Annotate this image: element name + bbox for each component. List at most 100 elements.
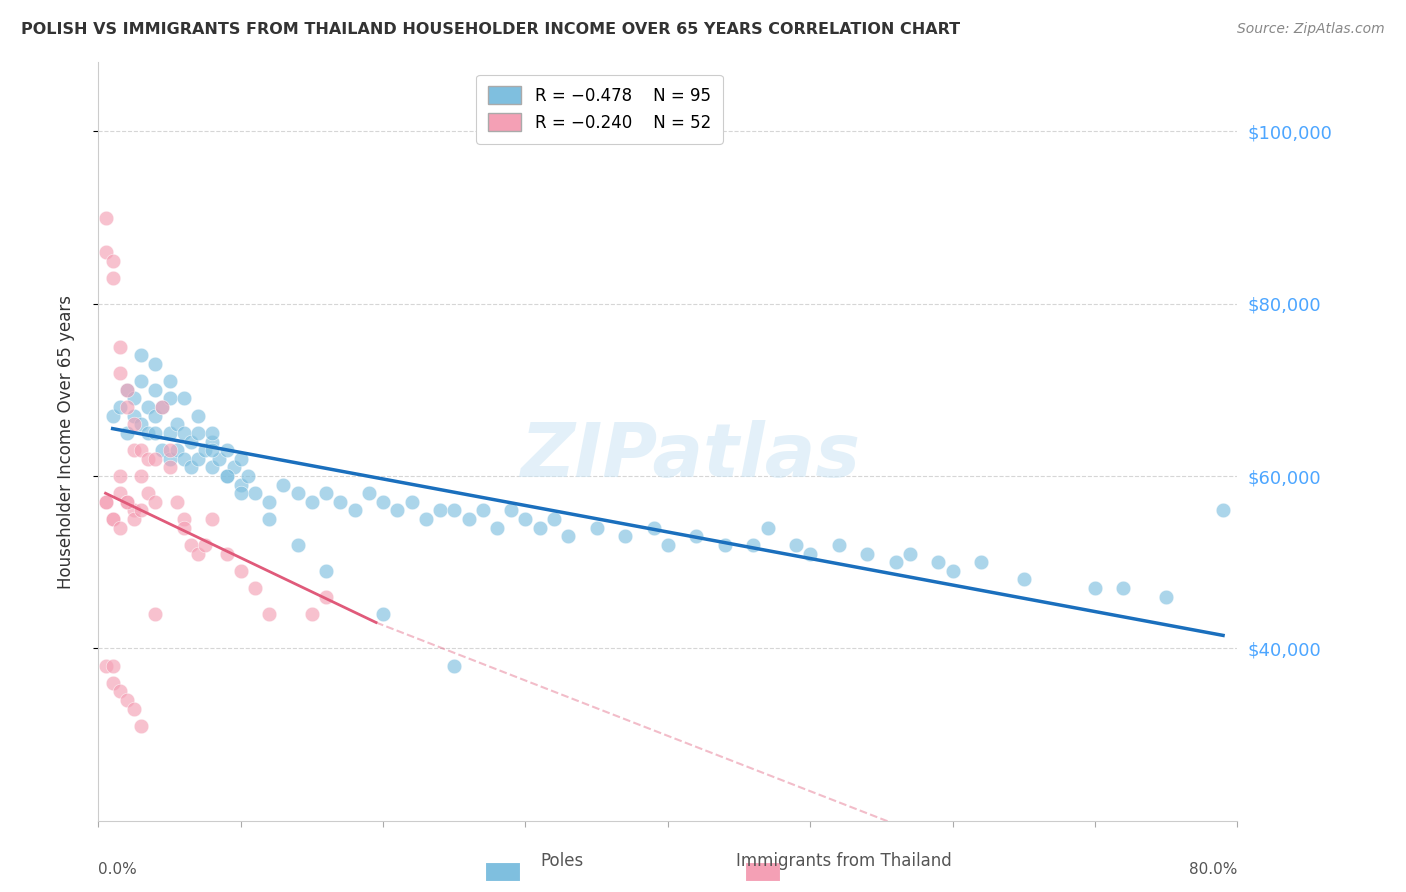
- Point: [94, 211, 117, 225]
- Point: [187, 425, 209, 440]
- Point: [315, 590, 337, 604]
- Point: [259, 607, 281, 621]
- Point: [187, 547, 209, 561]
- Point: [194, 443, 217, 458]
- Point: [122, 409, 145, 423]
- Point: [1212, 503, 1234, 517]
- Point: [115, 383, 138, 397]
- Point: [856, 547, 879, 561]
- Point: [159, 451, 181, 466]
- Legend: R = −0.478    N = 95, R = −0.240    N = 52: R = −0.478 N = 95, R = −0.240 N = 52: [477, 75, 723, 144]
- Point: [1084, 581, 1107, 595]
- Point: [173, 392, 195, 406]
- Point: [166, 443, 188, 458]
- Point: [201, 512, 224, 526]
- Point: [145, 607, 167, 621]
- Point: [215, 443, 238, 458]
- Point: [229, 477, 252, 491]
- Point: [115, 425, 138, 440]
- Point: [159, 374, 181, 388]
- Point: [657, 538, 679, 552]
- Point: [136, 425, 159, 440]
- Point: [501, 503, 523, 517]
- Point: [273, 477, 295, 491]
- Point: [443, 503, 465, 517]
- Point: [457, 512, 479, 526]
- Point: [122, 417, 145, 432]
- Text: Poles: Poles: [541, 852, 583, 870]
- Point: [136, 451, 159, 466]
- Point: [208, 451, 231, 466]
- Point: [152, 400, 174, 414]
- Point: [145, 451, 167, 466]
- Point: [259, 495, 281, 509]
- Point: [614, 529, 637, 543]
- Point: [898, 547, 921, 561]
- Point: [236, 469, 259, 483]
- Point: [166, 495, 188, 509]
- Point: [145, 425, 167, 440]
- Point: [222, 460, 245, 475]
- Point: [145, 357, 167, 371]
- Point: [136, 486, 159, 500]
- Point: [229, 451, 252, 466]
- Point: [159, 392, 181, 406]
- Point: [685, 529, 707, 543]
- Point: [187, 409, 209, 423]
- Point: [159, 443, 181, 458]
- Point: [129, 719, 152, 733]
- Point: [122, 443, 145, 458]
- Point: [122, 392, 145, 406]
- Point: [201, 434, 224, 449]
- Point: [828, 538, 851, 552]
- Point: [387, 503, 409, 517]
- Point: [201, 460, 224, 475]
- Text: Immigrants from Thailand: Immigrants from Thailand: [735, 852, 952, 870]
- Point: [115, 495, 138, 509]
- Point: [159, 425, 181, 440]
- Point: [557, 529, 579, 543]
- Point: [129, 503, 152, 517]
- Point: [129, 417, 152, 432]
- Point: [180, 538, 202, 552]
- Point: [115, 383, 138, 397]
- Point: [101, 675, 124, 690]
- Point: [101, 409, 124, 423]
- Point: [152, 400, 174, 414]
- Point: [799, 547, 821, 561]
- Point: [301, 495, 323, 509]
- Point: [122, 512, 145, 526]
- Point: [243, 486, 266, 500]
- Point: [315, 486, 337, 500]
- Point: [108, 521, 131, 535]
- Point: [101, 270, 124, 285]
- Point: [166, 417, 188, 432]
- Point: [101, 658, 124, 673]
- Point: [115, 400, 138, 414]
- Point: [145, 383, 167, 397]
- Point: [329, 495, 352, 509]
- Point: [115, 693, 138, 707]
- Y-axis label: Householder Income Over 65 years: Householder Income Over 65 years: [56, 294, 75, 589]
- Point: [129, 443, 152, 458]
- Point: [287, 538, 309, 552]
- Point: [201, 425, 224, 440]
- Point: [927, 555, 949, 569]
- Point: [742, 538, 765, 552]
- Point: [173, 425, 195, 440]
- Point: [585, 521, 607, 535]
- Point: [259, 512, 281, 526]
- Point: [94, 495, 117, 509]
- Point: [471, 503, 494, 517]
- Point: [373, 495, 395, 509]
- Point: [942, 564, 965, 578]
- Text: ZIPatlas: ZIPatlas: [520, 420, 860, 493]
- Point: [108, 684, 131, 698]
- Point: [152, 443, 174, 458]
- Point: [194, 538, 217, 552]
- Point: [180, 434, 202, 449]
- Point: [108, 366, 131, 380]
- Point: [173, 512, 195, 526]
- Point: [108, 400, 131, 414]
- Point: [215, 469, 238, 483]
